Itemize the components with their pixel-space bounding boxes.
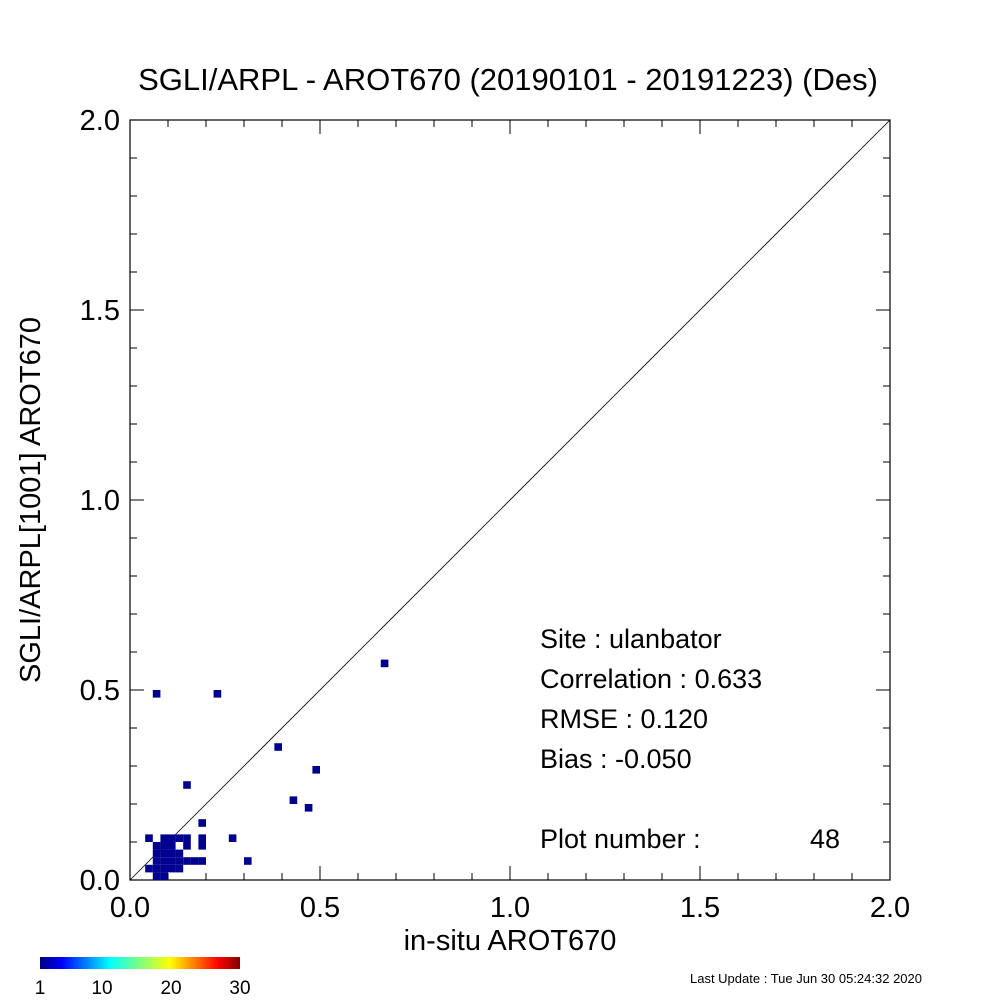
- density-cell: [175, 857, 184, 865]
- density-cell: [168, 834, 176, 842]
- density-cell: [160, 842, 168, 850]
- density-cell: [145, 864, 153, 873]
- density-cell: [380, 659, 389, 668]
- chart-title: SGLI/ARPL - AROT670 (20190101 - 20191223…: [138, 62, 878, 97]
- density-cell: [160, 834, 168, 842]
- density-cell: [198, 842, 206, 850]
- x-tick-label: 1.5: [680, 892, 720, 924]
- density-cell: [213, 690, 222, 698]
- density-cell: [183, 842, 191, 850]
- density-cell: [152, 842, 161, 850]
- y-tick-label: 1.5: [80, 295, 120, 327]
- rmse-label: RMSE : 0.120: [540, 704, 708, 734]
- x-tick-label: 0.5: [300, 892, 340, 924]
- x-tick-label: 2.0: [870, 892, 910, 924]
- density-cell: [175, 864, 184, 873]
- axis-ticks: [129, 119, 891, 881]
- y-tick-label: 0.0: [80, 865, 120, 897]
- density-cell: [274, 743, 282, 751]
- x-tick-label: 1.0: [490, 892, 530, 924]
- density-cell: [198, 857, 206, 865]
- density-cell: [244, 857, 252, 865]
- colorbar-tick-label: 30: [229, 978, 250, 999]
- density-cell: [168, 849, 176, 858]
- colorbar: [40, 957, 240, 969]
- plot-number-value: 48: [810, 824, 840, 854]
- last-update-label: Last Update : Tue Jun 30 05:24:32 2020: [690, 971, 922, 986]
- density-cell: [168, 864, 176, 873]
- y-axis-label: SGLI/ARPL[1001] AROT670: [15, 317, 47, 683]
- x-tick-labels: 0.0 0.5 1.0 1.5 2.0: [110, 892, 910, 924]
- density-cell: [228, 834, 237, 842]
- site-label: Site : ulanbator: [540, 624, 722, 654]
- y-tick-label: 2.0: [80, 105, 120, 137]
- density-cell: [304, 804, 313, 812]
- colorbar-tick-label: 20: [160, 978, 181, 999]
- density-cell: [183, 834, 191, 842]
- density-cell: [160, 857, 168, 865]
- density-cell: [168, 857, 176, 865]
- stats-annotation: Site : ulanbator Correlation : 0.633 RMS…: [540, 624, 840, 854]
- colorbar-tick-label: 1: [35, 978, 46, 999]
- y-tick-labels: 0.0 0.5 1.0 1.5 2.0: [80, 105, 120, 897]
- y-tick-label: 0.5: [80, 675, 120, 707]
- y-tick-label: 1.0: [80, 485, 120, 517]
- density-cell: [168, 842, 176, 850]
- density-cell: [183, 857, 191, 865]
- one-to-one-line: [129, 119, 891, 881]
- density-cell: [145, 834, 153, 842]
- density-cell: [160, 872, 168, 880]
- density-cell: [190, 857, 199, 865]
- bias-label: Bias : -0.050: [540, 744, 692, 774]
- density-cell: [312, 766, 320, 774]
- density-cell: [198, 819, 206, 827]
- correlation-label: Correlation : 0.633: [540, 664, 762, 694]
- density-cell: [160, 864, 168, 873]
- density-cell: [160, 849, 168, 858]
- density-cell: [152, 849, 161, 858]
- density-cells: [145, 659, 389, 880]
- colorbar-tick-labels: 1 10 20 30: [35, 978, 251, 999]
- density-cell: [175, 849, 184, 858]
- density-cell: [152, 690, 161, 698]
- x-axis-label: in-situ AROT670: [404, 925, 617, 957]
- x-tick-label: 0.0: [110, 892, 150, 924]
- density-cell: [152, 872, 161, 880]
- density-cell: [152, 857, 161, 865]
- density-cell: [183, 781, 191, 789]
- colorbar-tick-label: 10: [91, 978, 112, 999]
- density-cell: [198, 834, 206, 842]
- density-cell: [152, 864, 161, 873]
- plot-number-label: Plot number :: [540, 824, 701, 854]
- density-cell: [175, 834, 184, 842]
- density-cell: [289, 796, 298, 804]
